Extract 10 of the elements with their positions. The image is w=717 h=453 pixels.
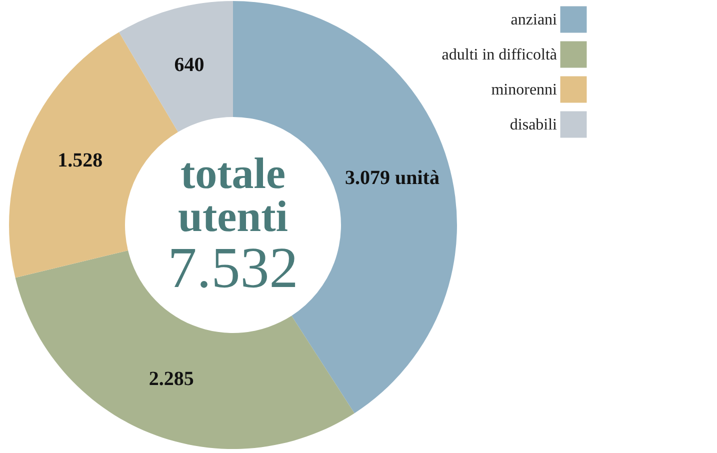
legend-label: disabili [510, 116, 558, 134]
donut-slice [119, 1, 233, 132]
data-label: 3.079 unità [344, 167, 440, 190]
data-label: 2.285 [148, 368, 194, 390]
donut-slice [15, 250, 354, 449]
legend-label: minorenni [491, 82, 558, 98]
data-label: 640 [174, 54, 204, 76]
legend-label: adulti in difficoltà [442, 46, 557, 64]
legend-label: anziani [510, 12, 558, 28]
data-label: 1.528 [58, 149, 103, 172]
